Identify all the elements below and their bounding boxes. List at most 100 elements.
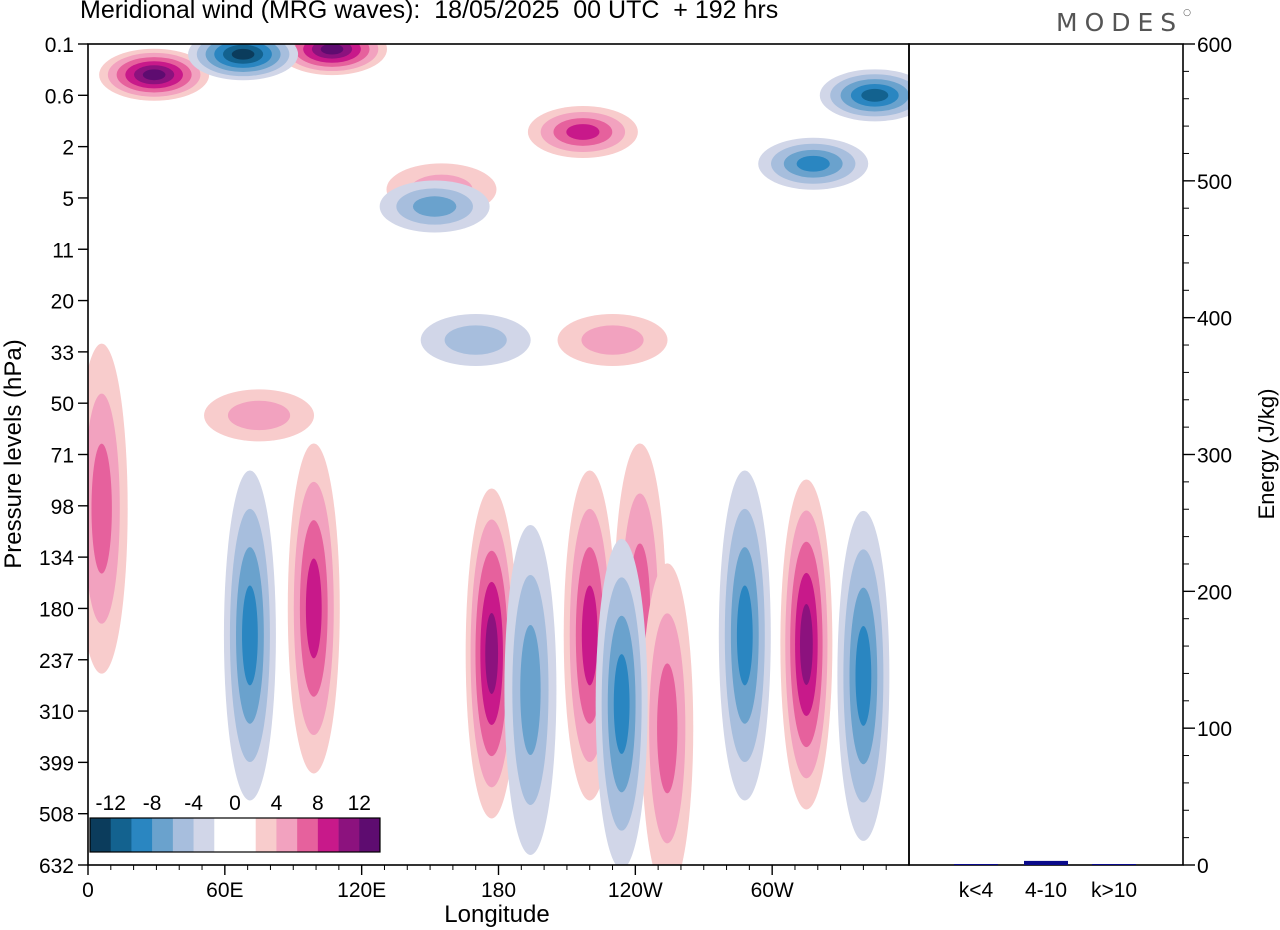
energy-tick-label: 500 <box>1197 171 1232 194</box>
pink-contour-1 <box>227 400 291 431</box>
y-tick-label: 134 <box>39 547 74 570</box>
blue-contour-4 <box>861 88 889 102</box>
pink-wind-anomaly <box>557 314 668 367</box>
y-tick-label: 98 <box>51 496 74 519</box>
pressure-axis: 0.1 0.6 2 5 11 20 33 50 71 98 134 180 237 310 399 508 63… <box>39 34 88 878</box>
colorbar-swatch <box>255 818 277 852</box>
colorbar-swatch <box>235 818 257 852</box>
x-axis-label: Longitude <box>444 901 549 928</box>
y-tick-label: 5 <box>62 188 74 211</box>
pink-wind-anomaly <box>527 105 638 158</box>
modes-logo: MODES○ <box>1056 8 1192 37</box>
blue-wind-anomaly <box>223 470 276 801</box>
y-axis-label: Pressure levels (hPa) <box>0 339 27 568</box>
y-tick-label: 11 <box>52 239 74 262</box>
colorbar-label: 8 <box>312 792 324 815</box>
energy-bar <box>954 864 998 865</box>
blue-contour-2 <box>520 624 541 755</box>
wind-heatmap <box>88 44 909 865</box>
y-tick-label: 0.6 <box>45 85 74 108</box>
y-tick-label: 180 <box>39 598 74 621</box>
pink-contour-4 <box>485 612 499 694</box>
y-tick-label: 33 <box>51 342 74 365</box>
blue-wind-anomaly <box>718 470 771 801</box>
y-tick-label: 20 <box>51 291 74 314</box>
blue-wind-anomaly <box>379 180 490 233</box>
y-tick-label: 310 <box>39 701 74 724</box>
colorbar-swatch <box>317 818 339 852</box>
energy-axis: 0 100 200 300 400 500 600 <box>1183 34 1232 878</box>
x-tick-label: 0 <box>82 879 94 902</box>
blue-wind-anomaly <box>504 524 557 855</box>
pink-contour-5 <box>320 44 344 55</box>
pink-wind-anomaly <box>88 343 128 674</box>
blue-contour-3 <box>736 585 753 686</box>
energy-category-label: k>10 <box>1091 879 1137 902</box>
blue-wind-anomaly <box>819 69 909 122</box>
energy-bar <box>1092 864 1136 865</box>
y-tick-label: 632 <box>39 855 74 878</box>
blue-contour-3 <box>855 626 872 726</box>
blue-wind-anomaly <box>420 314 531 367</box>
x-tick-label: 180 <box>481 879 516 902</box>
energy-bar <box>1024 860 1068 865</box>
y-tick-label: 71 <box>51 445 74 468</box>
x-tick-label: 60W <box>751 879 794 902</box>
colorbar-swatch <box>110 818 132 852</box>
colorbar-swatch <box>338 818 360 852</box>
colorbar-swatch <box>172 818 194 852</box>
logo-text: MODES <box>1056 8 1184 37</box>
colorbar-label: 4 <box>271 792 283 815</box>
pink-wind-anomaly <box>287 443 340 774</box>
x-tick-label: 120W <box>608 879 663 902</box>
pink-contour-5 <box>142 69 166 81</box>
pink-contour-3 <box>305 558 322 659</box>
pink-contour-2 <box>657 663 678 794</box>
energy-bars: k<4 4-10 k>10 <box>954 860 1137 902</box>
pink-wind-anomaly <box>277 44 388 76</box>
blue-wind-anomaly <box>595 539 648 865</box>
pink-wind-anomaly <box>204 389 315 442</box>
energy-category-label: 4-10 <box>1025 879 1067 902</box>
blue-contour-5 <box>231 48 255 60</box>
blue-wind-anomaly <box>758 137 869 190</box>
colorbar-swatch <box>214 818 236 852</box>
colorbar-swatch <box>276 818 298 852</box>
blue-contour-3 <box>613 654 630 754</box>
colorbar-label: -4 <box>184 792 203 815</box>
colorbar-swatch <box>297 818 319 852</box>
blue-contour-2 <box>412 196 457 217</box>
pink-wind-anomaly <box>99 48 210 101</box>
blue-contour-3 <box>242 585 258 686</box>
colorbar-frame <box>89 817 381 853</box>
colorbar-swatch <box>193 818 215 852</box>
pink-contour-4 <box>799 603 813 685</box>
energy-tick-label: 600 <box>1197 34 1232 57</box>
colorbar-swatch <box>90 818 112 852</box>
blue-contour-3 <box>796 155 830 172</box>
energy-tick-label: 400 <box>1197 308 1232 331</box>
colorbar-swatch <box>131 818 153 852</box>
colorbar-swatch <box>359 818 381 852</box>
y-tick-label: 237 <box>39 650 74 673</box>
pink-wind-anomaly <box>641 563 694 865</box>
y-tick-label: 0.1 <box>45 34 74 57</box>
blue-wind-anomaly <box>188 44 299 81</box>
x-tick-label: 60E <box>206 879 243 902</box>
y-tick-label: 50 <box>51 393 74 416</box>
colorbar-label: 12 <box>348 792 371 815</box>
pink-contour-1 <box>581 325 644 355</box>
x-tick-label: 120E <box>337 879 386 902</box>
energy-axis-label: Energy (J/kg) <box>1254 389 1279 520</box>
chart-title: Meridional wind (MRG waves): 18/05/2025 … <box>80 0 779 24</box>
energy-panel-frame <box>908 43 1184 866</box>
energy-tick-label: 0 <box>1197 855 1209 878</box>
pink-wind-anomaly <box>780 479 833 810</box>
pink-wind-anomaly <box>465 488 518 819</box>
y-tick-label: 399 <box>39 752 74 775</box>
blue-wind-anomaly <box>837 510 890 841</box>
colorbar-label: -12 <box>96 792 126 815</box>
pink-contour-3 <box>581 585 598 686</box>
colorbar-swatch <box>152 818 174 852</box>
